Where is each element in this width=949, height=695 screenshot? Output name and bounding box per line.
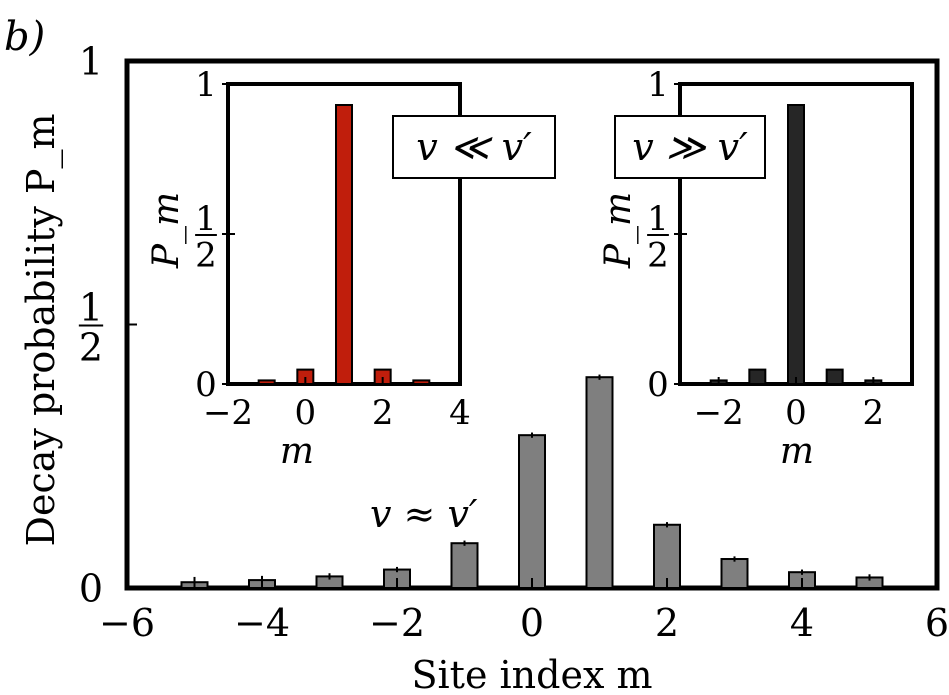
inset-right-annotation: v ≫ v′ (632, 125, 748, 169)
inset-left-x-tick-label: −2 (203, 393, 253, 433)
inset-right-x-axis-label: m (780, 431, 814, 472)
svg-text:1: 1 (79, 286, 103, 330)
main-x-tick-label: −6 (99, 601, 155, 645)
inset-left-y-tick-label: 0 (195, 365, 217, 405)
inset-right-y-tick-label: 0 (647, 365, 669, 405)
main-x-tick-label: 6 (925, 601, 949, 645)
main-y-tick-label: 0 (79, 566, 103, 610)
inset-left-x-axis-label: m (280, 431, 314, 472)
svg-text:1: 1 (647, 199, 669, 239)
main-bar (518, 434, 546, 590)
inset-left-bar (412, 379, 431, 385)
inset-right-y-axis-label: P_m (598, 192, 639, 269)
inset-left-annotation-box (392, 115, 556, 179)
inset-left-x-tick-label: 0 (295, 393, 317, 433)
inset-right-bar (748, 368, 767, 386)
svg-text:2: 2 (647, 235, 669, 275)
main-bar (450, 542, 479, 590)
main-bar (720, 558, 749, 590)
panel-label: b) (4, 14, 45, 60)
inset-left-y-axis-label: P_m (146, 192, 187, 269)
main-x-tick-label: 4 (790, 601, 814, 645)
inset-right-annotation-box (614, 115, 766, 179)
main-x-axis-label: Site index m (411, 653, 652, 695)
main-bars (180, 374, 884, 590)
main-x-tick-label: 2 (655, 601, 679, 645)
inset-right-y-tick-label: 1 (647, 65, 669, 105)
inset-left-bar (257, 379, 276, 385)
main-y-axis-label: Decay probability P_m (19, 114, 64, 547)
inset-left-bar (335, 104, 353, 385)
inset-right-x-tick-label: −2 (694, 393, 744, 433)
inset-right-x-tick-label: 2 (863, 393, 885, 433)
svg-text:1: 1 (195, 199, 217, 239)
inset-right-bar (787, 104, 805, 385)
main-x-tick-label: 0 (520, 601, 544, 645)
inset-left-bars (257, 104, 431, 386)
inset-left-x-tick-label: 4 (449, 393, 471, 433)
inset-left-x-tick-label: 2 (372, 393, 394, 433)
inset-right-y-tick-label: 12 (647, 199, 669, 275)
main-y-tick-label: 1 (79, 39, 103, 83)
inset-right-bar (825, 368, 844, 386)
inset-right-x-tick-label: 0 (785, 393, 807, 433)
svg-text:2: 2 (79, 326, 103, 370)
inset-left-y-tick-label: 12 (195, 199, 217, 275)
main-y-tick-label: 12 (78, 286, 104, 370)
inset-left-y-tick-label: 1 (195, 65, 217, 105)
main-annotation: v ≈ v′ (370, 492, 478, 536)
svg-text:2: 2 (195, 235, 217, 275)
inset-left-annotation: v ≪ v′ (416, 125, 532, 169)
main-bar (585, 376, 614, 590)
main-x-tick-label: −4 (234, 601, 290, 645)
main-x-tick-label: −2 (369, 601, 425, 645)
